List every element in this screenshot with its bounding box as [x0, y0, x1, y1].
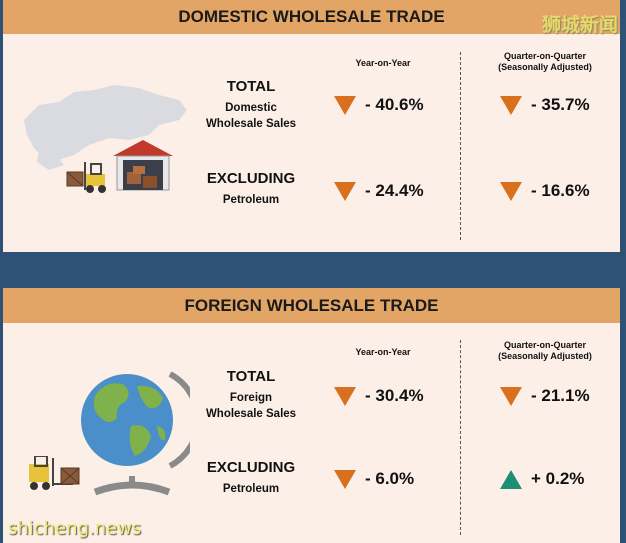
- total-sub-line1: Foreign: [229, 392, 273, 404]
- domestic-panel: DOMESTIC WHOLESALE TRADE Year-on-Year Qu…: [3, 0, 620, 252]
- domestic-title: DOMESTIC WHOLESALE TRADE: [3, 0, 620, 34]
- domestic-total-qoq: - 35.7%: [531, 95, 590, 114]
- total-sub: Domestic Wholesale Sales: [193, 100, 309, 132]
- domestic-excluding-qoq: - 16.6%: [531, 181, 590, 200]
- foreign-excluding-yoy: - 6.0%: [365, 469, 415, 488]
- down-arrow-icon: [334, 470, 356, 489]
- foreign-panel: FOREIGN WHOLESALE TRADE Year-on-Year Qua…: [3, 288, 620, 543]
- up-arrow-icon: [500, 470, 522, 489]
- col-qoq-line1: Quarter-on-Quarter: [503, 51, 586, 61]
- forklift-icon: [66, 162, 106, 193]
- col-qoq-line1: Quarter-on-Quarter: [503, 340, 586, 350]
- col-qoq-heading: Quarter-on-Quarter (Seasonally Adjusted): [481, 51, 609, 73]
- total-sub: Foreign Wholesale Sales: [193, 390, 309, 422]
- column-divider: [460, 340, 461, 535]
- col-qoq-line2: (Seasonally Adjusted): [498, 351, 592, 361]
- foreign-total-yoy: - 30.4%: [365, 386, 424, 405]
- col-qoq-line2: (Seasonally Adjusted): [498, 62, 592, 72]
- total-sub-line2: Wholesale Sales: [205, 118, 297, 130]
- foreign-excluding-qoq: + 0.2%: [531, 469, 585, 488]
- singapore-map-icon: [24, 85, 187, 170]
- column-divider: [460, 52, 461, 240]
- col-yoy-heading: Year-on-Year: [355, 347, 411, 357]
- excluding-heading: EXCLUDING: [206, 170, 296, 187]
- down-arrow-icon: [334, 96, 356, 115]
- forklift-icon: [29, 456, 80, 490]
- excluding-sub: Petroleum: [222, 194, 280, 206]
- total-heading: TOTAL: [226, 78, 276, 95]
- excluding-sub: Petroleum: [222, 483, 280, 495]
- total-sub-line1: Domestic: [225, 102, 277, 114]
- domestic-excluding-yoy: - 24.4%: [365, 181, 424, 200]
- down-arrow-icon: [500, 96, 522, 115]
- warehouse-icon: [113, 140, 173, 191]
- col-qoq-heading: Quarter-on-Quarter (Seasonally Adjusted): [481, 340, 609, 362]
- col-yoy-heading: Year-on-Year: [355, 58, 411, 68]
- excluding-heading: EXCLUDING: [206, 459, 296, 476]
- domestic-total-yoy: - 40.6%: [365, 95, 424, 114]
- down-arrow-icon: [334, 182, 356, 201]
- foreign-title: FOREIGN WHOLESALE TRADE: [3, 288, 620, 323]
- watermark-cn: 狮城新闻: [541, 14, 618, 36]
- watermark-en: shicheng.news: [8, 518, 142, 539]
- down-arrow-icon: [334, 387, 356, 406]
- down-arrow-icon: [500, 182, 522, 201]
- total-sub-line2: Wholesale Sales: [205, 408, 297, 420]
- down-arrow-icon: [500, 387, 522, 406]
- total-heading: TOTAL: [226, 368, 276, 385]
- globe-icon: [81, 371, 190, 496]
- panel-gap: [0, 252, 626, 288]
- foreign-total-qoq: - 21.1%: [531, 386, 590, 405]
